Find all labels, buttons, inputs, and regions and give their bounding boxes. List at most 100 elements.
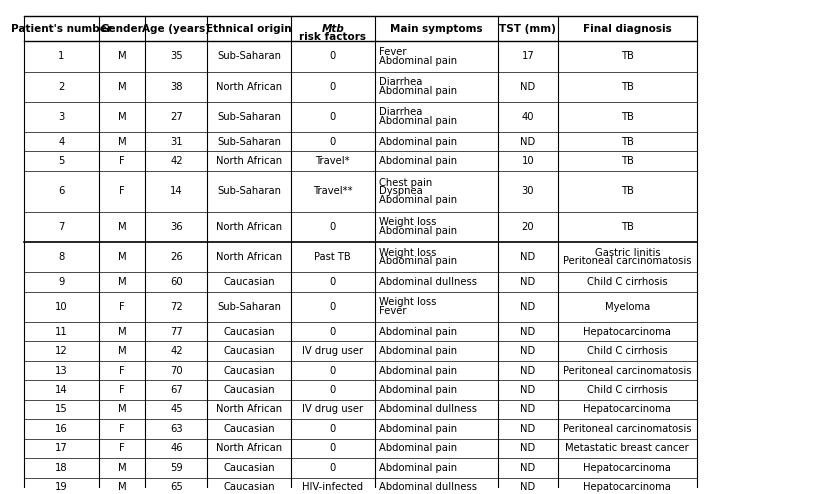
Text: ND: ND: [520, 483, 536, 493]
Text: risk factors: risk factors: [299, 33, 367, 42]
Text: Peritoneal carcinomatosis: Peritoneal carcinomatosis: [563, 424, 692, 434]
Text: Final diagnosis: Final diagnosis: [583, 24, 672, 34]
Text: TB: TB: [621, 51, 634, 61]
Text: North African: North African: [216, 222, 282, 232]
Text: Main symptoms: Main symptoms: [390, 24, 483, 34]
Text: ND: ND: [520, 346, 536, 356]
Text: Abdominal dullness: Abdominal dullness: [379, 483, 476, 493]
Text: North African: North African: [216, 252, 282, 262]
Text: Abdominal pain: Abdominal pain: [379, 256, 457, 266]
Text: 42: 42: [170, 156, 183, 166]
Text: 9: 9: [59, 277, 64, 287]
Text: M: M: [118, 51, 127, 61]
Text: ND: ND: [520, 302, 536, 312]
Text: ND: ND: [520, 277, 536, 287]
Text: 38: 38: [170, 82, 183, 91]
Text: ND: ND: [520, 385, 536, 395]
Text: 65: 65: [170, 483, 183, 493]
Text: 18: 18: [55, 463, 67, 473]
Text: ND: ND: [520, 444, 536, 453]
Text: Past TB: Past TB: [315, 252, 351, 262]
Text: Travel**: Travel**: [313, 186, 353, 196]
Text: Caucasian: Caucasian: [224, 424, 275, 434]
Text: Metastatic breast cancer: Metastatic breast cancer: [566, 444, 689, 453]
Text: TB: TB: [621, 222, 634, 232]
Text: 17: 17: [55, 444, 67, 453]
Text: 0: 0: [330, 222, 336, 232]
Text: Sub-Saharan: Sub-Saharan: [217, 137, 281, 147]
Text: Caucasian: Caucasian: [224, 346, 275, 356]
Text: F: F: [120, 302, 125, 312]
Text: 7: 7: [59, 222, 64, 232]
Text: Peritoneal carcinomatosis: Peritoneal carcinomatosis: [563, 366, 692, 375]
Text: Abdominal pain: Abdominal pain: [379, 385, 457, 395]
Text: TB: TB: [621, 112, 634, 122]
Text: Peritoneal carcinomatosis: Peritoneal carcinomatosis: [563, 256, 692, 266]
Text: 46: 46: [170, 444, 183, 453]
Text: Travel*: Travel*: [315, 156, 350, 166]
Text: Abdominal pain: Abdominal pain: [379, 444, 457, 453]
Text: 0: 0: [330, 444, 336, 453]
Text: 67: 67: [170, 385, 183, 395]
Text: Abdominal pain: Abdominal pain: [379, 424, 457, 434]
Text: Abdominal pain: Abdominal pain: [379, 86, 457, 96]
Text: Gastric linitis: Gastric linitis: [594, 247, 660, 258]
Text: 14: 14: [55, 385, 67, 395]
Text: 40: 40: [522, 112, 534, 122]
Text: Fever: Fever: [379, 47, 406, 57]
Text: 1: 1: [59, 51, 64, 61]
Text: Abdominal pain: Abdominal pain: [379, 366, 457, 375]
Text: 0: 0: [330, 327, 336, 336]
Text: ND: ND: [520, 463, 536, 473]
Text: 15: 15: [55, 405, 67, 414]
Text: F: F: [120, 444, 125, 453]
Text: M: M: [118, 277, 127, 287]
Text: 0: 0: [330, 463, 336, 473]
Text: 0: 0: [330, 112, 336, 122]
Text: Caucasian: Caucasian: [224, 463, 275, 473]
Text: ND: ND: [520, 366, 536, 375]
Text: 11: 11: [55, 327, 67, 336]
Text: IV drug user: IV drug user: [302, 405, 363, 414]
Text: 16: 16: [55, 424, 67, 434]
Text: M: M: [118, 483, 127, 493]
Text: Abdominal pain: Abdominal pain: [379, 137, 457, 147]
Text: Sub-Saharan: Sub-Saharan: [217, 186, 281, 196]
Text: 35: 35: [170, 51, 183, 61]
Text: 10: 10: [55, 302, 67, 312]
Text: F: F: [120, 424, 125, 434]
Text: ND: ND: [520, 82, 536, 91]
Text: 0: 0: [330, 51, 336, 61]
Text: Hepatocarcinoma: Hepatocarcinoma: [584, 463, 672, 473]
Text: M: M: [118, 346, 127, 356]
Text: 77: 77: [170, 327, 183, 336]
Text: ND: ND: [520, 252, 536, 262]
Text: HIV-infected: HIV-infected: [302, 483, 363, 493]
Text: M: M: [118, 327, 127, 336]
Text: M: M: [118, 222, 127, 232]
Text: Diarrhea: Diarrhea: [379, 77, 422, 87]
Text: 30: 30: [522, 186, 534, 196]
Text: TB: TB: [621, 82, 634, 91]
Text: 60: 60: [170, 277, 183, 287]
Text: M: M: [118, 82, 127, 91]
Text: Gender: Gender: [101, 24, 144, 34]
Text: Abdominal pain: Abdominal pain: [379, 116, 457, 126]
Text: M: M: [118, 112, 127, 122]
Text: North African: North African: [216, 405, 282, 414]
Text: 42: 42: [170, 346, 183, 356]
Text: TST (mm): TST (mm): [499, 24, 556, 34]
Text: M: M: [118, 137, 127, 147]
Text: 4: 4: [59, 137, 64, 147]
Text: Abdominal pain: Abdominal pain: [379, 463, 457, 473]
Text: 27: 27: [170, 112, 183, 122]
Text: ND: ND: [520, 424, 536, 434]
Text: North African: North African: [216, 82, 282, 91]
Text: TB: TB: [621, 186, 634, 196]
Text: Abdominal pain: Abdominal pain: [379, 56, 457, 66]
Text: Sub-Saharan: Sub-Saharan: [217, 51, 281, 61]
Text: 0: 0: [330, 82, 336, 91]
Text: Abdominal pain: Abdominal pain: [379, 327, 457, 336]
Text: ND: ND: [520, 405, 536, 414]
Text: Mtb: Mtb: [321, 24, 344, 34]
